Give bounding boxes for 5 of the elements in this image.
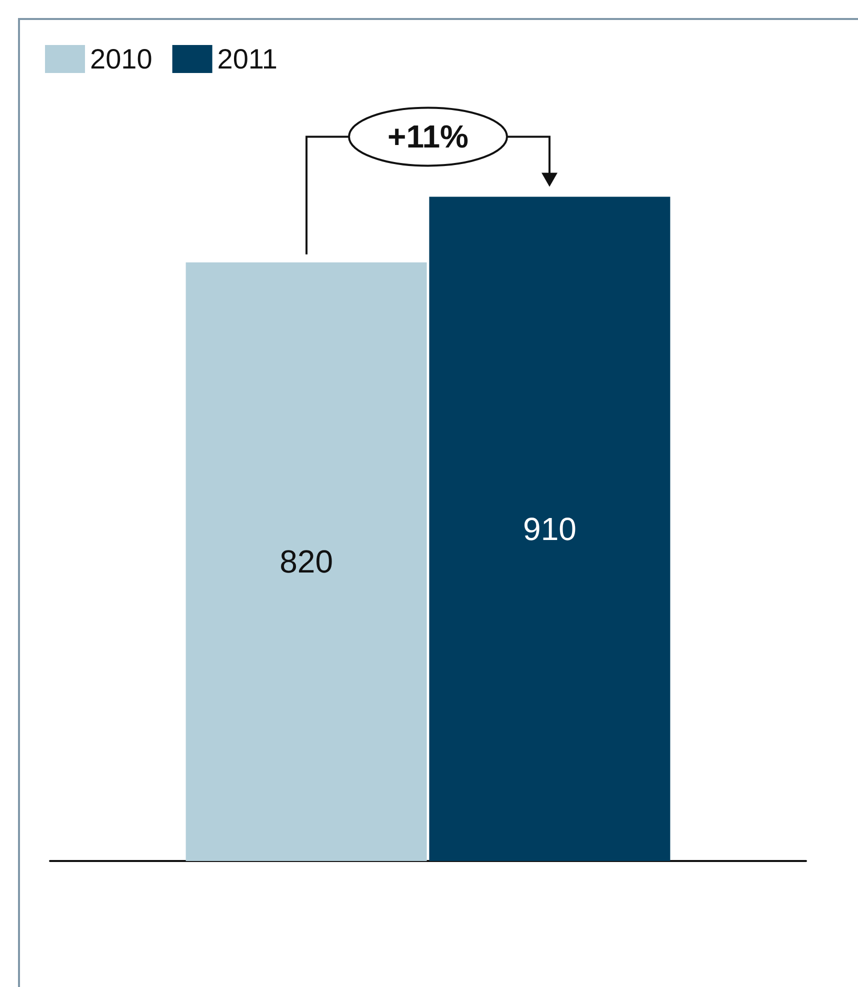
legend-label: 2011: [217, 44, 278, 74]
data-label: 820: [280, 544, 333, 580]
data-label: 910: [523, 510, 576, 547]
legend-label: 2010: [90, 44, 152, 74]
text: +11%: [388, 118, 468, 155]
